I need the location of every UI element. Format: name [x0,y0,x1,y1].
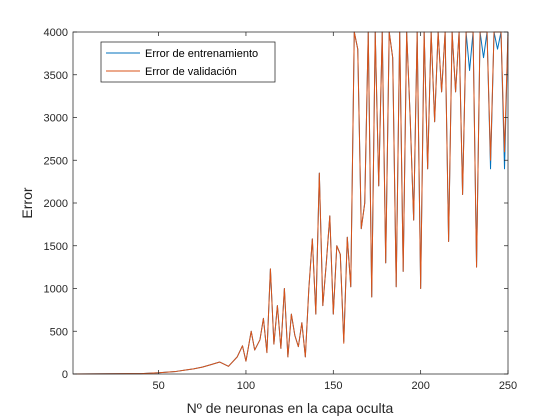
legend-box [100,41,276,83]
y-tick-label: 2500 [44,155,68,167]
legend-label-training: Error de entrenamiento [145,48,258,60]
series-layer [72,31,509,375]
series-line-validation [72,31,509,375]
y-tick-label: 1000 [44,284,68,296]
axes-layer: 50 100 150 200 25005001000150020002500300035… [44,27,518,392]
y-tick-label: 500 [50,326,68,338]
x-tick-label: 200 [411,380,429,392]
y-tick-label: 1500 [44,241,68,253]
legend: Error de entrenamiento Error de validaci… [100,41,276,83]
x-tick-label: 150 [324,380,342,392]
y-tick-label: 0 [62,369,68,381]
x-tick-label: 50 [152,380,164,392]
x-tick-label: 250 [499,380,517,392]
y-tick-label: 2000 [44,198,68,210]
x-tick-label: 100 [237,380,255,392]
y-tick-label: 3500 [44,70,68,82]
y-axis-label: Error [19,187,35,218]
y-tick-label: 3000 [44,113,68,125]
y-tick-label: 4000 [44,27,68,39]
legend-label-validation: Error de validación [145,66,237,78]
x-axis-label: Nº de neuronas en la capa oculta [187,400,394,416]
